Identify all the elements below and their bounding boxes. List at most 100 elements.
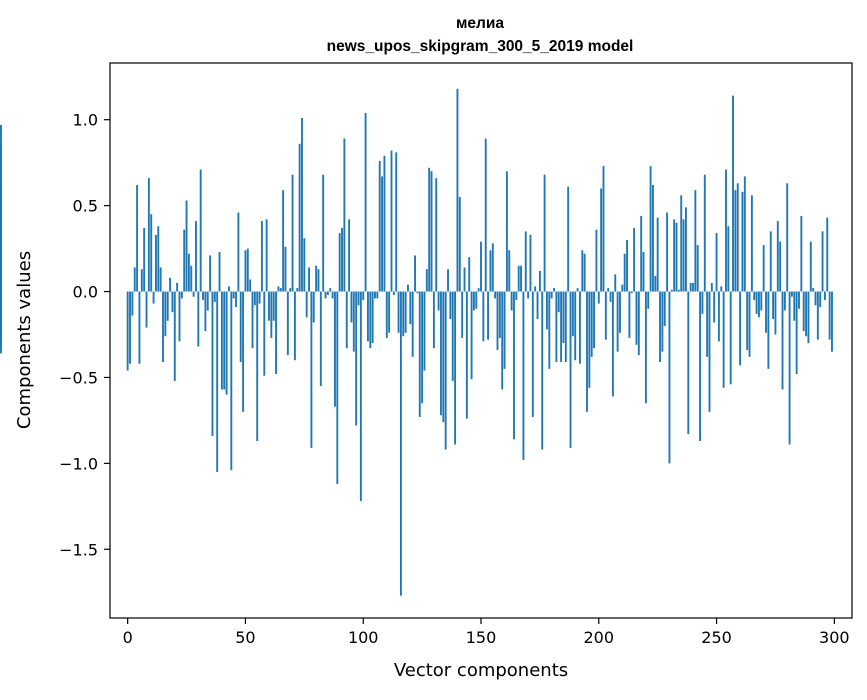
bar <box>211 291 214 436</box>
x-tick-label: 200 <box>584 628 615 647</box>
bar <box>494 291 497 299</box>
bar <box>249 279 252 292</box>
bar <box>498 291 501 338</box>
bar <box>578 291 581 364</box>
bar <box>350 291 353 323</box>
bar <box>282 190 285 292</box>
bar <box>253 291 256 306</box>
bar <box>336 291 339 484</box>
bar <box>348 219 351 292</box>
bar <box>317 269 320 292</box>
bar <box>454 291 457 445</box>
bar <box>260 221 263 292</box>
bar <box>470 291 473 380</box>
bar <box>828 291 831 340</box>
bar <box>388 291 391 333</box>
bar <box>329 288 332 292</box>
bar <box>769 231 772 292</box>
bar <box>209 255 212 292</box>
bar <box>529 234 532 292</box>
bar <box>800 215 803 292</box>
bar <box>560 291 563 362</box>
bar <box>159 267 162 292</box>
bar <box>663 291 666 326</box>
bar <box>569 291 572 448</box>
y-tick-label: −0.5 <box>59 368 98 387</box>
bar <box>404 291 407 333</box>
bar <box>826 217 829 292</box>
bar <box>666 212 669 292</box>
bar <box>746 291 749 350</box>
bar <box>418 291 421 417</box>
bar <box>296 288 299 292</box>
bar <box>468 257 471 292</box>
bar <box>331 291 334 299</box>
bar <box>814 291 817 306</box>
bar <box>543 174 546 292</box>
bar <box>202 291 204 301</box>
bar <box>150 214 153 292</box>
bar <box>546 291 548 330</box>
bar <box>383 155 386 292</box>
bar <box>656 217 659 292</box>
bar <box>291 174 294 292</box>
bar <box>140 269 143 292</box>
bar <box>717 291 720 342</box>
bar <box>258 291 261 304</box>
bar <box>701 291 704 314</box>
bar <box>553 288 555 292</box>
bar <box>670 289 673 292</box>
bar <box>385 291 388 338</box>
bar <box>463 267 466 292</box>
bar <box>126 291 129 371</box>
bar <box>362 291 365 301</box>
bar <box>136 185 139 292</box>
bar <box>216 291 219 472</box>
bar <box>183 229 186 292</box>
bar <box>567 186 570 292</box>
bar <box>263 291 266 376</box>
bar <box>395 152 398 292</box>
bar <box>793 291 796 321</box>
bar <box>772 291 775 320</box>
bar <box>147 178 150 292</box>
bar <box>251 291 254 349</box>
bar <box>536 291 539 320</box>
x-tick-label: 100 <box>348 628 379 647</box>
bar <box>164 291 167 337</box>
bar <box>611 291 614 397</box>
bar <box>626 239 628 292</box>
bar <box>581 250 584 292</box>
bar <box>265 219 268 292</box>
bar <box>206 291 209 311</box>
bar <box>456 88 459 292</box>
bar <box>289 288 292 292</box>
bar <box>524 231 527 292</box>
bar <box>823 291 826 301</box>
bar <box>630 291 633 294</box>
bar <box>812 288 815 292</box>
bar <box>642 252 645 292</box>
bar <box>527 291 530 299</box>
bar <box>187 253 190 292</box>
bar <box>503 291 506 369</box>
bar <box>458 197 461 292</box>
x-axis-ticks: 0 50 100 150 200 250 300 <box>123 618 850 647</box>
bar <box>449 291 452 320</box>
bar <box>195 221 197 292</box>
bar <box>199 169 202 292</box>
bar <box>640 215 643 292</box>
bar <box>760 291 763 311</box>
bar <box>623 253 626 292</box>
bar <box>138 291 141 364</box>
bar <box>583 253 586 292</box>
bar <box>451 291 454 381</box>
y-tick-label: 0.0 <box>73 283 98 302</box>
bar <box>176 282 179 292</box>
bar <box>600 188 603 292</box>
bar <box>447 269 449 292</box>
bar <box>750 195 753 292</box>
bar <box>607 288 610 292</box>
y-tick-label: 1.0 <box>73 111 98 130</box>
